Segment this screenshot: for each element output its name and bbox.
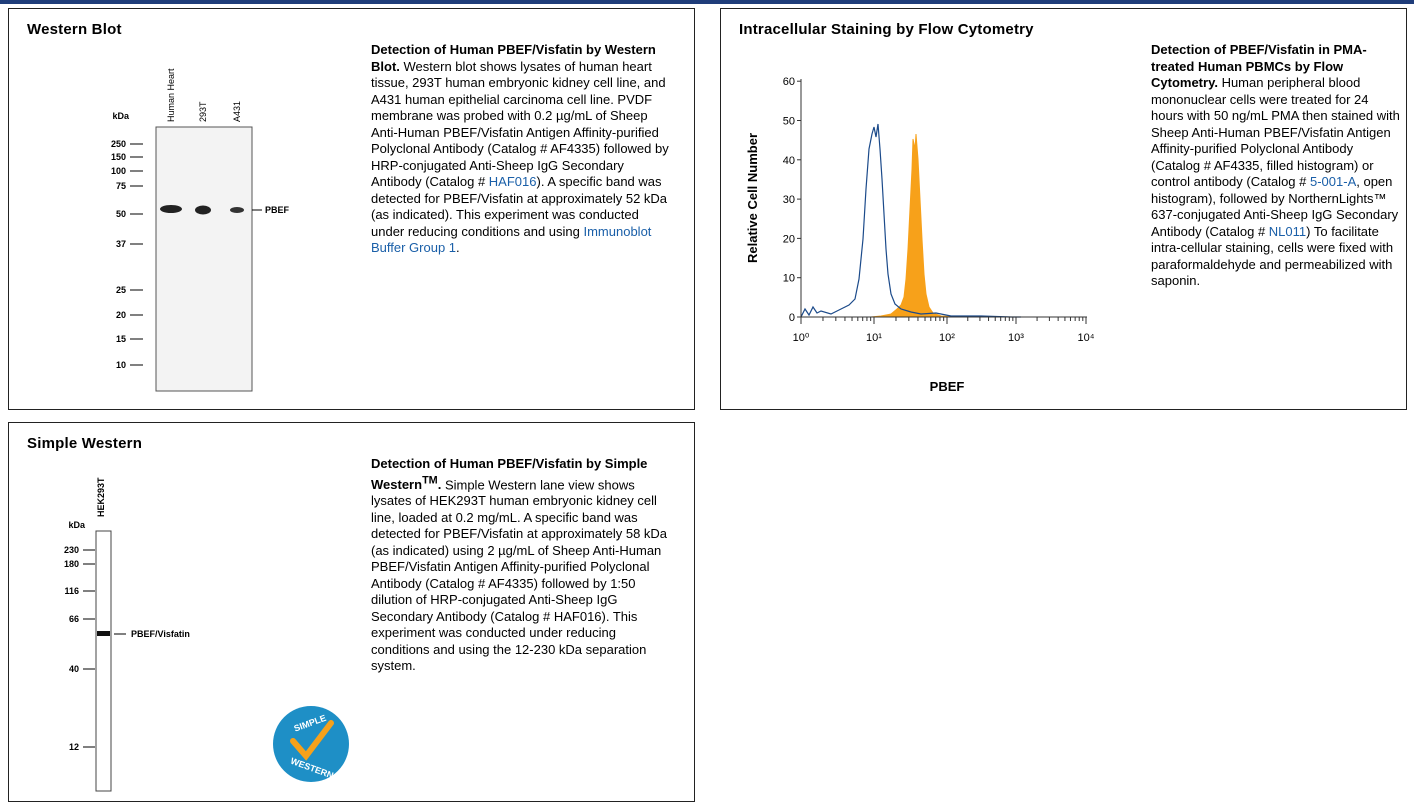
x-tick-label: 10¹ (866, 332, 882, 344)
band-label: PBEF/Visfatin (131, 629, 190, 639)
link[interactable]: 5-001-A (1310, 174, 1356, 189)
band-label: PBEF (265, 205, 290, 215)
marker-label: 66 (69, 614, 79, 624)
marker-label: 75 (116, 181, 126, 191)
band (230, 207, 244, 213)
marker-label: 12 (69, 742, 79, 752)
x-tick-label: 10² (939, 332, 955, 344)
marker-label: 230 (64, 545, 79, 555)
marker-label: 25 (116, 285, 126, 295)
marker-label: 15 (116, 334, 126, 344)
marker-label: 50 (116, 209, 126, 219)
marker-label: 10 (116, 360, 126, 370)
y-axis-label: Relative Cell Number (745, 133, 760, 263)
x-tick-label: 10³ (1008, 332, 1024, 344)
simple-western-panel: Simple Western PBEF/Visfatin kDa HEK293T… (8, 422, 695, 802)
lane-label: Human Heart (166, 68, 176, 122)
top-bar (0, 0, 1414, 4)
y-tick-label: 0 (789, 312, 795, 324)
page: Western Blot PBEF kDa Human Heart293TA43… (0, 0, 1414, 804)
x-tick-label: 10⁰ (793, 332, 810, 344)
caption-text: Western blot shows lysates of human hear… (371, 59, 669, 190)
y-tick-label: 30 (783, 194, 795, 206)
lane (96, 531, 111, 791)
histogram-figure: Relative Cell Number PBEF 0 10 20 30 40 50 60 1… (721, 9, 1131, 409)
caption-text: Human peripheral blood mononuclear cells… (1151, 75, 1400, 189)
caption: Detection of PBEF/Visfatin in PMA-treate… (1151, 42, 1401, 290)
link[interactable]: NL011 (1269, 224, 1306, 239)
caption: Detection of Human PBEF/Visfatin by West… (371, 42, 671, 257)
y-tick-label: 50 (783, 116, 795, 128)
marker-label: 150 (111, 152, 126, 162)
lane-label: 293T (198, 101, 208, 122)
y-tick-label: 10 (783, 273, 795, 285)
marker-label: 40 (69, 664, 79, 674)
marker-label: 100 (111, 166, 126, 176)
link[interactable]: HAF016 (489, 174, 537, 189)
caption-text: Simple Western lane view shows lysates o… (371, 477, 667, 674)
trademark: TM (422, 475, 438, 487)
flow-panel: Intracellular Staining by Flow Cytometry… (720, 8, 1407, 410)
marker-label: 180 (64, 559, 79, 569)
lane-figure: PBEF/Visfatin kDa HEK293T SIMPLE WESTERN… (9, 423, 359, 801)
caption-text: . (456, 240, 460, 255)
x-tick-label: 10⁴ (1078, 332, 1095, 344)
marker-label: 116 (64, 586, 79, 596)
unit-label: kDa (112, 111, 130, 121)
band (160, 205, 182, 213)
y-tick-label: 60 (783, 76, 795, 88)
lane-label: HEK293T (96, 477, 106, 517)
y-tick-label: 40 (783, 155, 795, 167)
band (195, 206, 211, 215)
caption: Detection of Human PBEF/Visfatin by Simp… (371, 456, 671, 675)
blot-figure: PBEF kDa Human Heart 293T A431 250 150 100 75 5… (9, 9, 359, 409)
x-axis-label: PBEF (930, 379, 965, 394)
y-tick-label: 20 (783, 233, 795, 245)
band (97, 631, 110, 636)
marker-label: 250 (111, 139, 126, 149)
marker-label: 37 (116, 239, 126, 249)
lane-label: A431 (232, 101, 242, 122)
membrane (156, 127, 252, 391)
marker-label: 20 (116, 310, 126, 320)
unit-label: kDa (68, 520, 86, 530)
